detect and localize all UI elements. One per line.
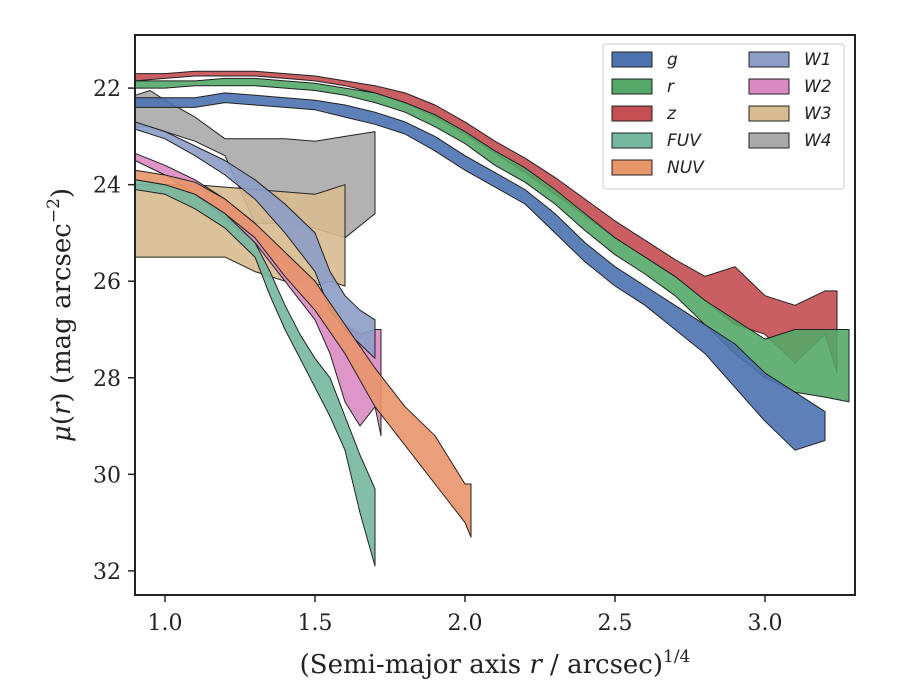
legend-swatch-w4 (748, 132, 790, 149)
y-tick-label: 26 (93, 270, 121, 295)
x-axis-label-exponent: 1/4 (663, 647, 690, 667)
y-axis-ticks: 22 24 26 28 30 32 (93, 77, 135, 585)
y-tick-label: 30 (93, 463, 121, 488)
legend-label-w3: W3 (804, 104, 832, 124)
x-tick-label: 2.0 (448, 611, 483, 636)
y-axis-label-end: ) (47, 188, 77, 198)
legend-swatch-w3 (748, 105, 790, 122)
legend-swatch-w1 (748, 51, 790, 68)
x-tick-label: 1.0 (148, 611, 183, 636)
y-axis-label-open: ( (47, 415, 77, 425)
x-axis-label-unit: / arcsec) (542, 650, 663, 680)
legend-label-w2: W2 (804, 77, 832, 97)
band-nuv (134, 169, 472, 538)
legend-swatch-w2 (748, 78, 790, 95)
y-tick-label: 28 (93, 367, 121, 392)
y-axis-label-unit: (mag arcsec (47, 223, 77, 392)
legend-label-g: g (667, 50, 678, 70)
plot-frame (134, 34, 856, 596)
legend-label-z: z (666, 104, 677, 124)
legend-swatch-z (611, 105, 653, 122)
legend: grz FUV NUV W1 W2 W3 W4 (602, 43, 845, 190)
x-axis-label-var: r (529, 650, 543, 680)
y-axis-label: μ(r) (mag arcsec−2) (44, 188, 77, 442)
legend-swatch-r (611, 78, 653, 95)
legend-label-fuv: FUV (667, 131, 702, 151)
band-g (134, 92, 826, 451)
y-tick-label: 22 (93, 77, 121, 102)
y-axis-label-symbol: μ (47, 425, 77, 442)
legend-swatch-g (611, 51, 653, 68)
legend-label-nuv: NUV (667, 158, 705, 178)
x-tick-label: 2.5 (598, 611, 633, 636)
y-tick-label: 24 (93, 174, 121, 199)
y-tick-label: 32 (93, 560, 121, 585)
band-fuv (134, 179, 376, 567)
legend-label-w4: W4 (804, 131, 832, 151)
legend-swatch-fuv (611, 132, 653, 149)
x-axis-label: (Semi-major axis r / arcsec)1/4 (300, 647, 691, 680)
y-axis-label-var: r (47, 401, 77, 415)
y-axis-label-exponent: −2 (44, 198, 64, 223)
legend-entries: grz FUV NUV W1 W2 W3 W4 (611, 50, 832, 178)
x-axis-label-text: (Semi-major axis (300, 650, 530, 680)
y-axis-label-close: ) (47, 392, 77, 402)
x-tick-label: 1.5 (298, 611, 333, 636)
legend-swatch-nuv (611, 159, 653, 176)
x-tick-label: 3.0 (748, 611, 783, 636)
band-layer (134, 70, 850, 567)
band-r (134, 77, 850, 403)
x-axis-ticks: 1.0 1.5 2.0 2.5 3.0 (148, 595, 783, 636)
legend-label-r: r (667, 77, 675, 97)
legend-label-w1: W1 (804, 50, 832, 70)
